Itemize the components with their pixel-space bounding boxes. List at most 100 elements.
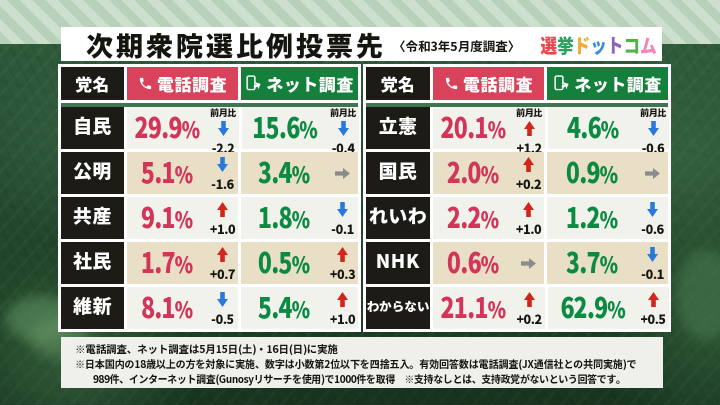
footnote-box: ※電話調査、ネット調査は5月15日(土)・16日(日)に実施 ※日本国内の18歳… bbox=[61, 337, 663, 388]
phone-delta: -2.2 bbox=[211, 137, 235, 157]
logo-char: コ bbox=[623, 29, 641, 59]
header-body-divider bbox=[61, 103, 358, 107]
net-value: 15.6 bbox=[251, 106, 300, 148]
party-row: わからない 21.1% +0.2 62.9% +0.5 bbox=[366, 286, 669, 329]
phone-survey-column-header: 電話調査 bbox=[127, 66, 238, 100]
trend-arrow bbox=[335, 160, 350, 184]
poll-table-right: 党名 電話調査 ネット調査 立憲 20.1% 前月比 +1.2 4.6% bbox=[363, 63, 671, 332]
percent-sign: % bbox=[487, 112, 506, 146]
party-row: 自民 29.9% 前月比 -2.2 15.6% 前月比 -0.4 bbox=[61, 105, 359, 153]
phone-survey-cell: 1.7% +0.7 bbox=[127, 241, 238, 284]
logo-char: ム bbox=[640, 29, 657, 59]
party-name: 維新 bbox=[61, 286, 124, 329]
party-column-header: 党名 bbox=[366, 66, 430, 100]
title-banner: 次期衆院選比例投票先 〈令和3年5月度調査〉 選挙ドットコム bbox=[61, 24, 662, 64]
percent-sign: % bbox=[291, 292, 310, 326]
phone-delta: +0.7 bbox=[209, 264, 236, 284]
trend-arrow bbox=[217, 117, 229, 141]
month-over-month-label: 前月比 bbox=[330, 105, 357, 119]
net-survey-cell: 1.2% -0.6 bbox=[547, 196, 668, 239]
table-header-row: 党名 電話調査 ネット調査 bbox=[61, 66, 358, 100]
phone-survey-cell: 5.1% -1.6 bbox=[127, 151, 238, 194]
trend-arrow bbox=[523, 153, 534, 177]
net-survey-cell: 3.7% -0.1 bbox=[547, 241, 668, 284]
phone-survey-cell: 9.1% +1.0 bbox=[127, 196, 238, 239]
party-name: れいわ bbox=[366, 196, 430, 239]
party-row: 公明 5.1% -1.6 3.4% bbox=[61, 151, 358, 194]
percent-sign: % bbox=[298, 112, 318, 146]
phone-survey-cell: 2.2% +1.0 bbox=[433, 196, 544, 239]
table-header-row: 党名 電話調査 ネット調査 bbox=[366, 66, 668, 100]
logo-char: 選 bbox=[540, 29, 558, 59]
party-row: NHK 0.6% 3.7% -0.1 bbox=[366, 241, 668, 284]
party-name: 共産 bbox=[61, 196, 124, 239]
percent-sign: % bbox=[291, 247, 310, 281]
percent-sign: % bbox=[480, 157, 499, 191]
phone-survey-cell: 29.9% 前月比 -2.2 bbox=[127, 105, 239, 153]
trend-arrow bbox=[647, 243, 658, 267]
senkyo-dotcom-logo: 選挙ドットコム bbox=[541, 30, 657, 59]
trend-arrow bbox=[217, 153, 228, 177]
phone-survey-cell: 2.0% +0.2 bbox=[433, 151, 544, 194]
phone-delta: +0.2 bbox=[515, 174, 542, 194]
phone-delta: +1.0 bbox=[209, 219, 236, 239]
net-survey-cell: 5.4% +1.0 bbox=[241, 286, 358, 329]
trend-arrow bbox=[523, 198, 534, 222]
trend-arrow bbox=[217, 288, 228, 312]
net-value: 1.8 bbox=[257, 196, 293, 238]
month-over-month-label: 前月比 bbox=[210, 105, 237, 119]
phone-value: 1.7 bbox=[140, 241, 176, 283]
phone-delta: -0.5 bbox=[211, 309, 234, 329]
net-value: 5.4 bbox=[257, 286, 293, 328]
phone-value: 29.9 bbox=[134, 106, 183, 148]
leaf-highlight bbox=[676, 250, 720, 340]
party-name: 立憲 bbox=[366, 106, 430, 149]
party-row: 国民 2.0% +0.2 0.9% bbox=[366, 151, 668, 194]
phone-value: 21.1 bbox=[440, 286, 489, 328]
phone-value: 20.1 bbox=[440, 106, 489, 148]
trend-arrow bbox=[337, 243, 348, 267]
party-row: 社民 1.7% +0.7 0.5% +0.3 bbox=[61, 241, 358, 284]
party-name: 公明 bbox=[61, 151, 124, 194]
poll-table-left: 党名 電話調査 ネット調査 自民 29.9% 前月比 -2.2 15.6% bbox=[58, 63, 361, 332]
phone-value: 2.0 bbox=[446, 151, 482, 193]
percent-sign: % bbox=[174, 202, 193, 236]
party-column-header: 党名 bbox=[61, 66, 124, 100]
trend-arrow bbox=[645, 160, 660, 184]
smartphone-tap-icon bbox=[553, 75, 570, 92]
percent-sign: % bbox=[291, 202, 310, 236]
trend-arrow bbox=[523, 117, 535, 141]
trend-arrow bbox=[337, 288, 348, 312]
net-delta: -0.4 bbox=[331, 137, 355, 157]
net-survey-cell: 0.9% bbox=[547, 151, 668, 194]
trend-arrow bbox=[521, 250, 536, 274]
phone-icon bbox=[138, 76, 153, 91]
month-over-month-label: 前月比 bbox=[516, 105, 543, 119]
header-body-divider bbox=[366, 103, 668, 107]
party-name: 自民 bbox=[61, 106, 124, 149]
percent-sign: % bbox=[600, 112, 619, 146]
percent-sign: % bbox=[174, 292, 193, 326]
net-value: 4.6 bbox=[566, 106, 602, 148]
net-value: 3.4 bbox=[257, 151, 293, 193]
logo-char: 挙 bbox=[557, 29, 575, 59]
trend-arrow bbox=[337, 198, 348, 222]
percent-sign: % bbox=[480, 202, 499, 236]
trend-arrow bbox=[523, 288, 535, 312]
footnote-line-2: ※日本国内の18歳以上の方を対象に実施、数字は小数第2位以下を四捨五入。有効回答… bbox=[75, 356, 637, 372]
net-delta: -0.1 bbox=[641, 264, 664, 284]
percent-sign: % bbox=[291, 157, 310, 191]
page-title: 次期衆院選比例投票先 bbox=[86, 24, 386, 64]
trend-arrow bbox=[647, 198, 658, 222]
net-delta: -0.1 bbox=[331, 219, 354, 239]
trend-arrow bbox=[217, 198, 228, 222]
net-survey-cell: 1.8% -0.1 bbox=[241, 196, 358, 239]
net-survey-column-header: ネット調査 bbox=[547, 66, 668, 100]
net-delta: -0.6 bbox=[641, 137, 665, 157]
net-delta: +0.5 bbox=[640, 309, 666, 329]
net-delta: -0.6 bbox=[641, 219, 664, 239]
party-row: 維新 8.1% -0.5 5.4% +1.0 bbox=[61, 286, 358, 329]
phone-survey-cell: 0.6% bbox=[433, 241, 544, 284]
percent-sign: % bbox=[174, 247, 193, 281]
trend-arrow bbox=[217, 243, 228, 267]
